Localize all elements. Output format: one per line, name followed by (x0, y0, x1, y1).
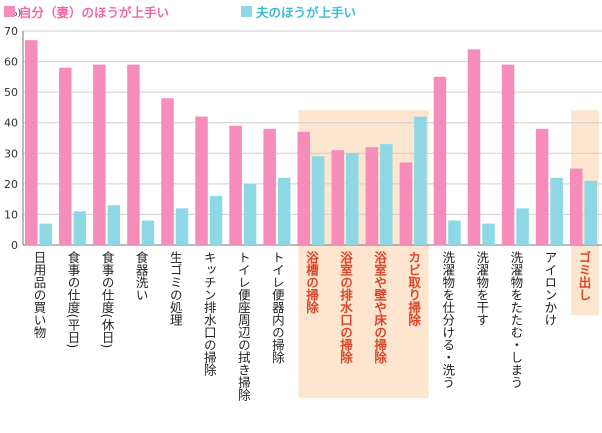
bar-husband-16 (550, 177, 563, 245)
y-tick-label-10: 10 (4, 208, 18, 221)
legend-swatch-husband (241, 5, 252, 17)
bar-husband-4 (141, 220, 155, 245)
bar-husband-7 (243, 183, 257, 245)
bar-husband-5 (175, 208, 189, 245)
bar-wife-5 (161, 98, 174, 245)
category-label-11: 浴室や壁や床の掃除 (372, 250, 387, 364)
y-tick-label-50: 50 (4, 86, 18, 99)
bar-husband-1 (39, 223, 52, 245)
y-tick-label-60: 60 (4, 56, 18, 69)
bar-husband-6 (209, 196, 223, 245)
bar-wife-10 (331, 150, 345, 245)
bar-wife-1 (25, 40, 38, 245)
category-label-10: 浴室の排水口の掃除 (338, 250, 353, 364)
bar-husband-2 (73, 211, 87, 245)
category-label-4: 食器洗い (134, 250, 149, 301)
category-label-5: 生ゴミの処理 (168, 251, 183, 326)
bar-husband-10 (346, 153, 359, 245)
y-tick-label-0: 0 (11, 239, 18, 252)
bar-husband-15 (516, 208, 529, 245)
bar-wife-9 (297, 131, 310, 245)
y-tick-label-30: 30 (4, 147, 18, 160)
bar-wife-3 (93, 64, 106, 245)
category-label-6: キッチン排水口の掃除 (202, 251, 217, 376)
bar-wife-13 (433, 76, 447, 245)
bar-husband-9 (311, 156, 325, 245)
bar-husband-11 (380, 144, 393, 245)
legend-item-husband: 夫のほうが上手い (241, 3, 357, 20)
bar-wife-8 (263, 128, 276, 245)
category-label-9: 浴槽の掃除 (304, 250, 319, 314)
category-label-12: カビ取り掃除 (406, 251, 421, 327)
bar-wife-15 (501, 64, 515, 245)
category-label-17: ゴミ出し (576, 250, 591, 301)
bar-wife-2 (59, 67, 72, 245)
bar-wife-11 (365, 147, 379, 245)
category-label-1: 日用品の買い物 (32, 251, 47, 339)
category-label-13: 洗濯物を仕分ける・洗う (440, 251, 455, 389)
y-tick-label-20: 20 (4, 178, 18, 191)
bar-husband-8 (277, 177, 291, 245)
legend-label-wife: 自分（妻）のほうが上手い (19, 4, 170, 20)
y-tick-label-70: 70 (4, 25, 18, 38)
bar-husband-13 (448, 220, 461, 245)
bar-husband-14 (482, 223, 495, 245)
bar-husband-3 (107, 205, 121, 245)
category-label-14: 洗濯物を干す (474, 251, 489, 326)
bar-wife-16 (535, 128, 549, 245)
bar-wife-17 (569, 168, 583, 245)
category-label-15: 洗濯物をたたむ・しまう (508, 251, 523, 389)
category-label-16: アイロンかけ (542, 251, 557, 326)
category-label-2: 食事の仕度(平日) (66, 250, 81, 348)
legend-label-husband: 夫のほうが上手い (256, 4, 357, 20)
bar-husband-17 (584, 180, 597, 245)
y-tick-label-40: 40 (4, 117, 18, 130)
bar-wife-14 (467, 49, 481, 245)
bar-wife-6 (195, 116, 208, 245)
legend-item-wife: 自分（妻）のほうが上手い (4, 3, 170, 20)
category-label-8: トイレ便器内の掃除 (270, 251, 285, 364)
bar-wife-4 (127, 64, 140, 245)
bar-wife-7 (229, 125, 242, 245)
category-label-7: トイレ便座周辺の拭き掃除 (236, 251, 251, 401)
category-label-3: 食事の仕度(休日) (100, 250, 115, 348)
bar-wife-12 (399, 162, 413, 245)
legend-swatch-wife (4, 5, 15, 17)
bar-husband-12 (414, 116, 427, 245)
